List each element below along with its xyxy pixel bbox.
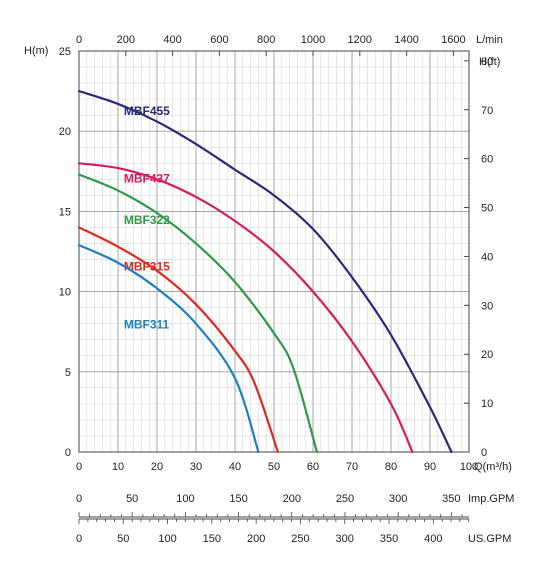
extra-scale-tick-label: 250 [291,533,309,545]
right-tick-label: 0 [481,447,487,459]
extra-scale-tick-label: 400 [424,533,442,545]
bottom-tick-label: 90 [424,461,436,473]
extra-scale-tick-label: 0 [76,533,82,545]
series-label-mbf315: MBF315 [124,260,170,274]
bottom-tick-label: 30 [190,461,202,473]
bottom-tick-label: 60 [307,461,319,473]
top-tick-label: 400 [163,34,181,46]
top-tick-label: 1200 [348,34,372,46]
left-tick-label: 15 [59,206,71,218]
curve-mbf322 [77,173,318,454]
bottom-tick-label: 50 [268,461,280,473]
right-tick-label: 40 [481,251,493,263]
bottom-tick-label: 70 [346,461,358,473]
top-tick-label: 600 [210,34,228,46]
top-tick-label: 200 [117,34,135,46]
extra-scale-tick-label: 300 [336,533,354,545]
left-tick-label: 5 [65,367,71,379]
right-tick-label: 60 [481,154,493,166]
curve-mbf437 [77,162,414,454]
extra-scale-tick-label: 100 [158,533,176,545]
top-tick-label: 0 [76,34,82,46]
curve-mbf315 [77,226,279,454]
right-axis-title: H(ft) [479,56,500,68]
extra-scale-tick-label: 50 [126,493,138,505]
bottom-tick-label: 10 [112,461,124,473]
bottom-tick-label: 20 [151,461,163,473]
extra-scale-tick-label: 200 [283,493,301,505]
imp-gpm-title: Imp.GPM [468,493,514,505]
extra-scale-tick-label: 100 [176,493,194,505]
top-tick-label: 1000 [301,34,325,46]
extra-scale-tick-label: 300 [389,493,407,505]
performance-curves: MBF455 MBF437 MBF322 MBF315 MBF311 [77,90,453,454]
top-tick-label: 1400 [394,34,418,46]
left-axis-title: H(m) [24,45,48,57]
left-tick-label: 0 [65,447,71,459]
bottom-tick-label: 0 [76,461,82,473]
right-tick-label: 50 [481,203,493,215]
top-tick-label: 800 [257,34,275,46]
extra-scale-tick-label: 150 [203,533,221,545]
right-tick-label: 80 [481,56,493,68]
extra-scale-tick-label: 350 [442,493,460,505]
extra-scale-tick-label: 50 [117,533,129,545]
curve-mbf455 [77,90,453,454]
bottom-tick-label: 100 [460,461,478,473]
bottom-axis-title: Q(m³/h) [474,461,512,473]
curve-mbf311 [77,243,260,454]
extra-scale-tick-label: 0 [76,493,82,505]
extra-scale-tick-label: 350 [380,533,398,545]
right-tick-label: 10 [481,398,493,410]
left-tick-label: 10 [59,287,71,299]
left-tick-label: 20 [59,126,71,138]
right-tick-label: 20 [481,349,493,361]
series-label-mbf311: MBF311 [124,317,170,331]
right-tick-label: 70 [481,105,493,117]
extra-scale-tick-label: 250 [336,493,354,505]
plot-frame [78,50,470,453]
series-label-mbf322: MBF322 [124,213,170,227]
bottom-tick-label: 40 [229,461,241,473]
series-label-mbf455: MBF455 [124,104,170,118]
top-axis-title: L/min [476,34,503,46]
left-tick-label: 25 [59,46,71,58]
bottom-tick-label: 80 [385,461,397,473]
extra-scale-tick-label: 150 [229,493,247,505]
right-tick-label: 30 [481,300,493,312]
us-gpm-title: US.GPM [468,533,511,545]
extra-scale-tick-label: 200 [247,533,265,545]
top-tick-label: 1600 [441,34,465,46]
series-label-mbf437: MBF437 [124,172,170,186]
